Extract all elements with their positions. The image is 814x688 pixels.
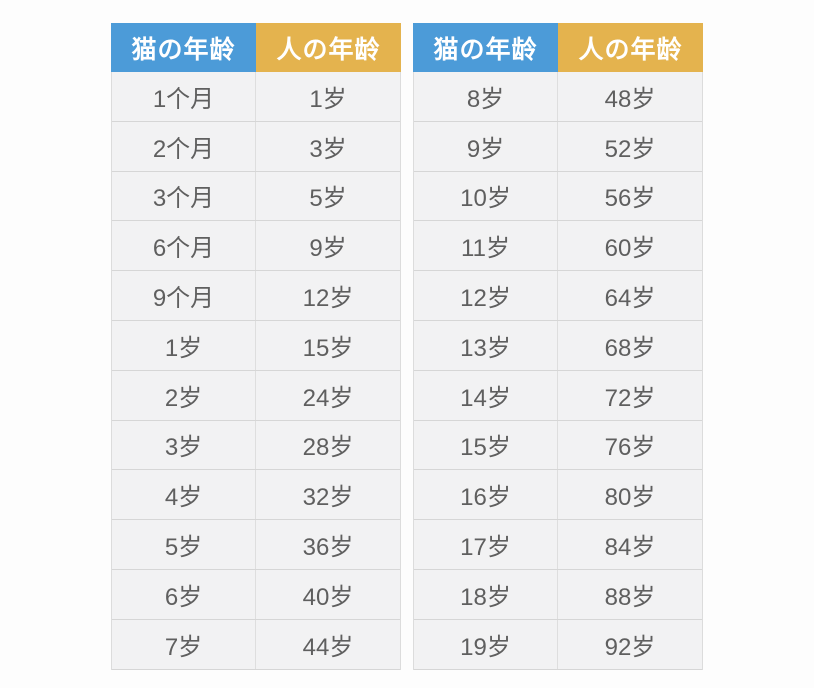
cat-age-cell: 2岁 [112,370,256,420]
cat-age-cell: 4岁 [112,470,256,520]
cat-age-cell: 18岁 [414,569,558,619]
table-row: 16岁 80岁 [414,470,702,521]
human-age-column-header: 人の年龄 [558,23,703,72]
cat-age-cell: 14岁 [414,370,558,420]
table-row: 4岁 32岁 [112,470,400,521]
table-row: 3岁 28岁 [112,420,400,471]
table-row: 17岁 84岁 [414,520,702,570]
table-row: 8岁 48岁 [414,72,702,122]
cat-age-cell: 9岁 [414,121,558,171]
table-row: 7岁 44岁 [112,619,400,670]
table-header-row: 猫の年龄 人の年龄 [111,23,401,72]
human-age-cell: 5岁 [309,185,347,213]
table-row: 12岁 64岁 [414,271,702,321]
table-row: 2岁 24岁 [112,370,400,421]
table-header-row: 猫の年龄 人の年龄 [413,23,703,72]
cat-age-cell: 12岁 [414,271,558,320]
cat-age-cell: 8岁 [414,72,558,121]
human-age-cell: 44岁 [302,633,354,661]
table-row: 19岁 92岁 [414,619,702,670]
table-row: 6个月 9岁 [112,221,400,272]
human-age-cell: 68岁 [604,334,656,362]
cat-age-cell: 1个月 [112,72,256,121]
table-row: 11岁 60岁 [414,221,702,272]
cat-age-cell: 10岁 [414,171,558,221]
table-body: 8岁 48岁 9岁 52岁 10岁 56岁 11岁 60岁 12岁 64岁 13岁 68岁 … [413,72,703,670]
cat-age-cell: 9个月 [112,271,256,320]
human-age-cell: 72岁 [604,384,656,412]
cat-age-cell: 19岁 [414,619,558,669]
human-age-column-header: 人の年龄 [256,23,401,72]
cat-age-cell: 17岁 [414,520,558,569]
human-age-cell: 80岁 [604,484,656,512]
table-row: 3个月 5岁 [112,171,400,222]
human-age-cell: 12岁 [302,285,354,313]
cat-age-cell: 6岁 [112,569,256,619]
table-row: 2个月 3岁 [112,121,400,172]
cat-age-cell: 16岁 [414,470,558,520]
human-age-cell: 1岁 [309,85,347,113]
human-age-cell: 24岁 [302,384,354,412]
cat-age-cell: 13岁 [414,320,558,370]
human-age-cell: 3岁 [309,135,347,163]
human-age-cell: 84岁 [604,534,656,562]
human-age-cell: 36岁 [302,534,354,562]
cat-age-cell: 5岁 [112,520,256,569]
cat-age-cell: 3个月 [112,171,256,221]
human-age-cell: 32岁 [302,484,354,512]
human-age-cell: 48岁 [604,85,656,113]
cat-age-column-header: 猫の年龄 [413,23,558,72]
table-row: 15岁 76岁 [414,420,702,471]
cat-age-cell: 15岁 [414,420,558,470]
human-age-cell: 9岁 [309,235,347,263]
human-age-cell: 88岁 [604,583,656,611]
cat-age-cell: 3岁 [112,420,256,470]
table-row: 13岁 68岁 [414,320,702,371]
human-age-cell: 60岁 [604,235,656,263]
human-age-cell: 28岁 [302,434,354,462]
human-age-cell: 76岁 [604,434,656,462]
age-table-left: 猫の年龄 人の年龄 1个月 1岁 2个月 3岁 3个月 5岁 6个月 9岁 9个月 12岁… [111,23,401,670]
table-row: 10岁 56岁 [414,171,702,222]
cat-age-cell: 7岁 [112,619,256,669]
cat-age-column-header: 猫の年龄 [111,23,256,72]
human-age-cell: 92岁 [604,633,656,661]
table-row: 1岁 15岁 [112,320,400,371]
table-row: 14岁 72岁 [414,370,702,421]
human-age-cell: 15岁 [302,334,354,362]
human-age-cell: 64岁 [604,285,656,313]
human-age-cell: 40岁 [302,583,354,611]
human-age-cell: 52岁 [604,135,656,163]
table-row: 5岁 36岁 [112,520,400,570]
table-row: 1个月 1岁 [112,72,400,122]
cat-age-cell: 2个月 [112,121,256,171]
table-row: 6岁 40岁 [112,569,400,620]
table-row: 9岁 52岁 [414,121,702,172]
human-age-cell: 56岁 [604,185,656,213]
cat-age-cell: 11岁 [414,221,558,271]
table-row: 18岁 88岁 [414,569,702,620]
cat-age-cell: 1岁 [112,320,256,370]
table-body: 1个月 1岁 2个月 3岁 3个月 5岁 6个月 9岁 9个月 12岁 1岁 15岁 2岁 2… [111,72,401,670]
table-row: 9个月 12岁 [112,271,400,321]
cat-age-cell: 6个月 [112,221,256,271]
age-table-right: 猫の年龄 人の年龄 8岁 48岁 9岁 52岁 10岁 56岁 11岁 60岁 12岁 6… [413,23,703,670]
